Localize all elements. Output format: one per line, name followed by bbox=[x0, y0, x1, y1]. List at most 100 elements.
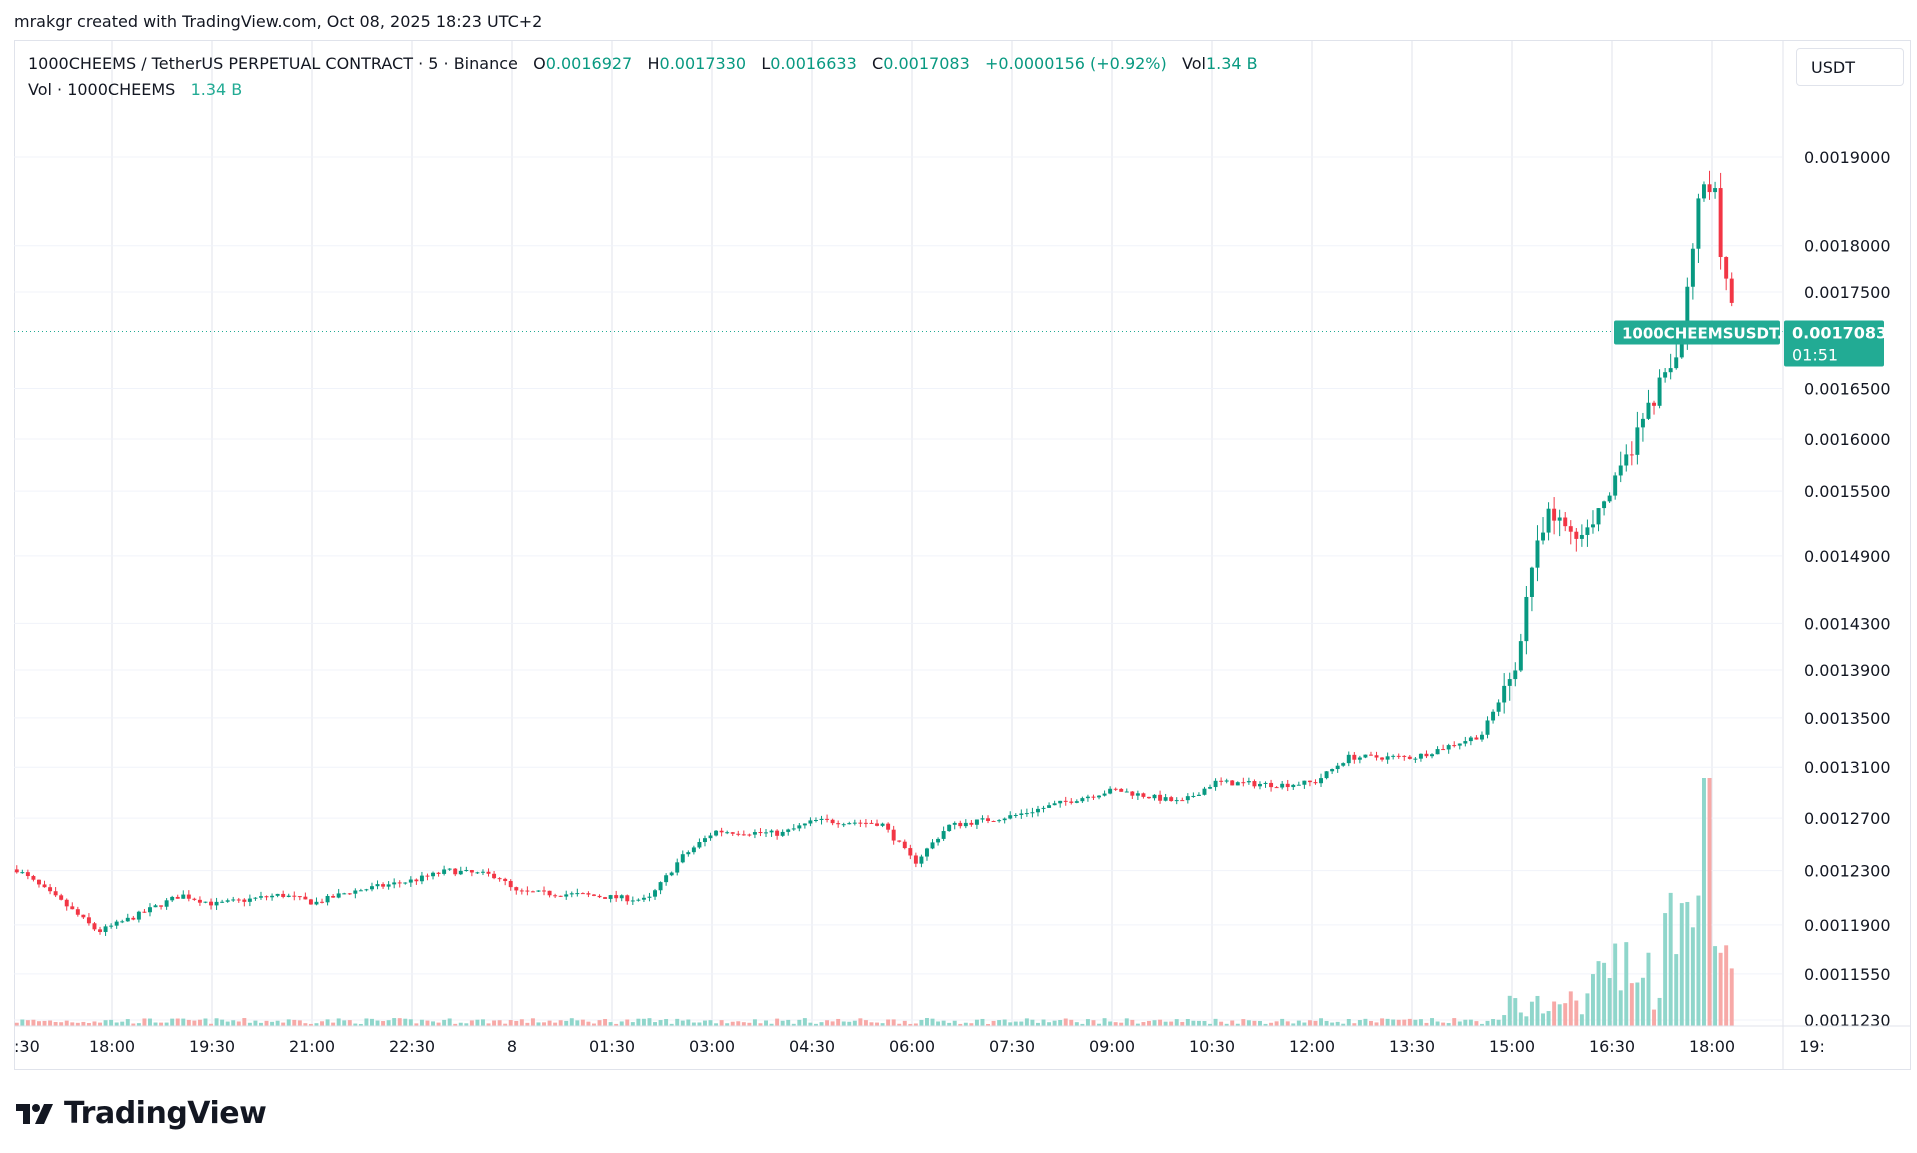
volume-bar bbox=[1246, 1020, 1251, 1026]
candle-body bbox=[919, 856, 924, 864]
volume-bar bbox=[869, 1022, 874, 1026]
candle-body bbox=[708, 835, 713, 839]
candle-body bbox=[203, 901, 208, 903]
volume-bar bbox=[259, 1022, 263, 1026]
candle-body bbox=[1263, 782, 1268, 784]
candle-body bbox=[1468, 737, 1473, 742]
candle-body bbox=[1008, 815, 1013, 819]
candle-body bbox=[436, 872, 441, 874]
volume-bar bbox=[1491, 1019, 1496, 1026]
candle-body bbox=[875, 823, 879, 826]
candle-body bbox=[1591, 524, 1595, 528]
candle-body bbox=[159, 905, 164, 907]
candle-body bbox=[758, 832, 763, 834]
candle-body bbox=[891, 829, 896, 841]
candle-body bbox=[1119, 788, 1124, 792]
candle-body bbox=[1280, 783, 1285, 788]
candle-body bbox=[1446, 745, 1451, 750]
volume-bar bbox=[1030, 1019, 1035, 1026]
volume-bar bbox=[780, 1020, 785, 1026]
volume-bar bbox=[31, 1019, 36, 1026]
candle-body bbox=[1135, 793, 1140, 796]
volume-bar bbox=[847, 1021, 852, 1026]
price-tick-label: 0.0017500 bbox=[1804, 283, 1891, 302]
volume-bar bbox=[414, 1023, 419, 1026]
tradingview-logo[interactable]: TradingView bbox=[16, 1096, 267, 1131]
low-label: L bbox=[761, 54, 771, 73]
volume-bar bbox=[270, 1021, 275, 1026]
volume-bar bbox=[1058, 1019, 1063, 1026]
candle-body bbox=[1080, 798, 1085, 802]
volume-bar bbox=[275, 1020, 280, 1026]
volume-bar bbox=[469, 1020, 474, 1026]
volume-bar bbox=[109, 1019, 114, 1026]
candle-body bbox=[897, 840, 902, 842]
price-tick-label: 0.0019000 bbox=[1804, 148, 1891, 167]
volume-bar bbox=[1518, 1012, 1523, 1026]
candle-body bbox=[20, 872, 25, 874]
volume-bar bbox=[81, 1021, 86, 1026]
candle-body bbox=[1535, 540, 1540, 568]
volume-bar bbox=[1535, 995, 1540, 1026]
volume-bar bbox=[481, 1019, 485, 1026]
candle-body bbox=[641, 897, 646, 900]
time-tick-label: 18:00 bbox=[89, 1037, 135, 1056]
volume-bar bbox=[1474, 1021, 1479, 1026]
volume-bar bbox=[569, 1018, 574, 1026]
candle-body bbox=[741, 834, 746, 836]
candle-body bbox=[1663, 372, 1668, 378]
volume-bar bbox=[1652, 1009, 1656, 1026]
candle-body bbox=[1402, 755, 1407, 757]
candle-body bbox=[214, 901, 219, 906]
volume-indicator-title[interactable]: Vol · 1000CHEEMS bbox=[28, 80, 176, 99]
candle-body bbox=[292, 895, 297, 897]
volume-bar bbox=[1019, 1021, 1024, 1026]
volume-bar bbox=[114, 1022, 119, 1026]
candle-body bbox=[586, 893, 591, 895]
candle-body bbox=[1441, 749, 1446, 751]
volume-bar bbox=[1285, 1021, 1290, 1026]
volume-bar bbox=[1158, 1019, 1163, 1026]
candle-body bbox=[863, 822, 868, 824]
candle-body bbox=[1380, 757, 1385, 760]
candle-body bbox=[170, 896, 175, 901]
volume-bar bbox=[902, 1020, 907, 1026]
currency-selector[interactable]: USDT bbox=[1796, 48, 1904, 86]
volume-bar bbox=[1274, 1021, 1279, 1026]
volume-bar bbox=[148, 1018, 152, 1026]
volume-bar bbox=[891, 1019, 896, 1026]
volume-bar bbox=[1602, 962, 1607, 1026]
candle-body bbox=[1418, 753, 1423, 759]
candle-body bbox=[375, 884, 380, 887]
volume-bar bbox=[1085, 1019, 1090, 1026]
volume-bar bbox=[1485, 1020, 1490, 1026]
candle-body bbox=[658, 882, 663, 891]
chart-frame bbox=[14, 40, 1911, 1070]
price-tick-label: 0.0014300 bbox=[1804, 614, 1891, 633]
candle-body bbox=[1024, 813, 1029, 815]
volume-bar bbox=[919, 1019, 924, 1026]
volume-bar bbox=[1091, 1020, 1096, 1026]
candle-body bbox=[1391, 755, 1396, 757]
candle-body bbox=[475, 872, 480, 874]
candle-body bbox=[1313, 782, 1318, 784]
candle-body bbox=[1047, 805, 1052, 808]
volume-bar bbox=[1480, 1023, 1484, 1026]
candle-body bbox=[37, 879, 41, 885]
candle-body bbox=[1407, 756, 1412, 759]
volume-bar bbox=[1391, 1019, 1396, 1026]
volume-bar bbox=[253, 1020, 258, 1026]
candle-body bbox=[603, 897, 608, 899]
candle-body bbox=[1507, 679, 1512, 686]
candle-body bbox=[1036, 808, 1040, 813]
volume-bar bbox=[841, 1021, 846, 1026]
candle-body bbox=[1097, 795, 1101, 798]
candle-body bbox=[392, 882, 397, 885]
volume-bar bbox=[242, 1018, 247, 1026]
candle-body bbox=[1718, 188, 1723, 258]
symbol-title[interactable]: 1000CHEEMS / TetherUS PERPETUAL CONTRACT… bbox=[28, 54, 518, 73]
candle-body bbox=[1196, 794, 1201, 796]
candle-body bbox=[1219, 780, 1224, 782]
candle-body bbox=[714, 830, 719, 836]
